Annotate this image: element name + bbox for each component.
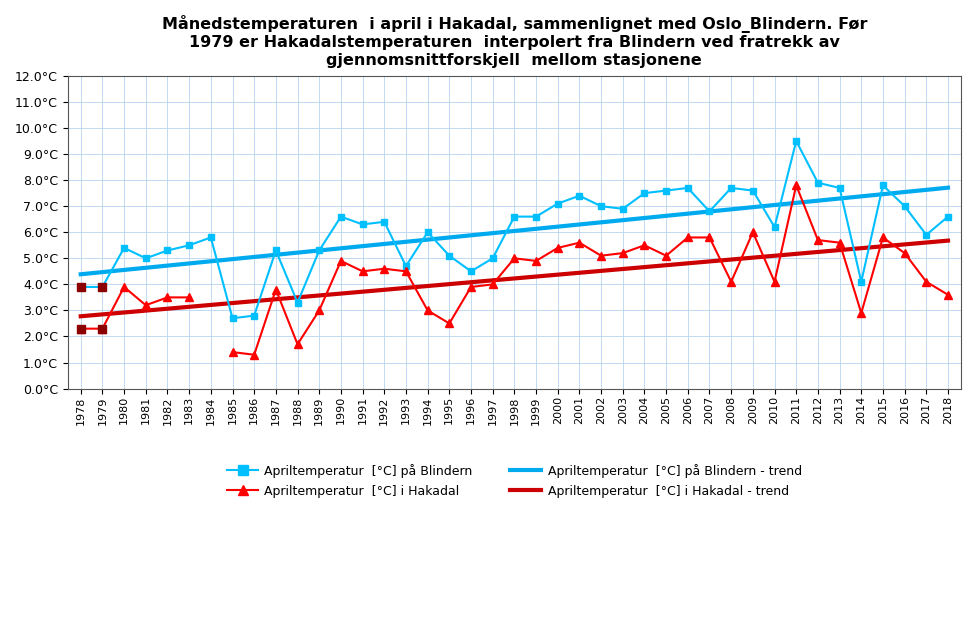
Legend: Apriltemperatur  [°C] på Blindern, Apriltemperatur  [°C] i Hakadal, Apriltempera: Apriltemperatur [°C] på Blindern, Aprilt… bbox=[221, 457, 808, 505]
Title: Månedstemperaturen  i april i Hakadal, sammenlignet med Oslo_Blindern. Før
1979 : Månedstemperaturen i april i Hakadal, sa… bbox=[162, 15, 867, 68]
